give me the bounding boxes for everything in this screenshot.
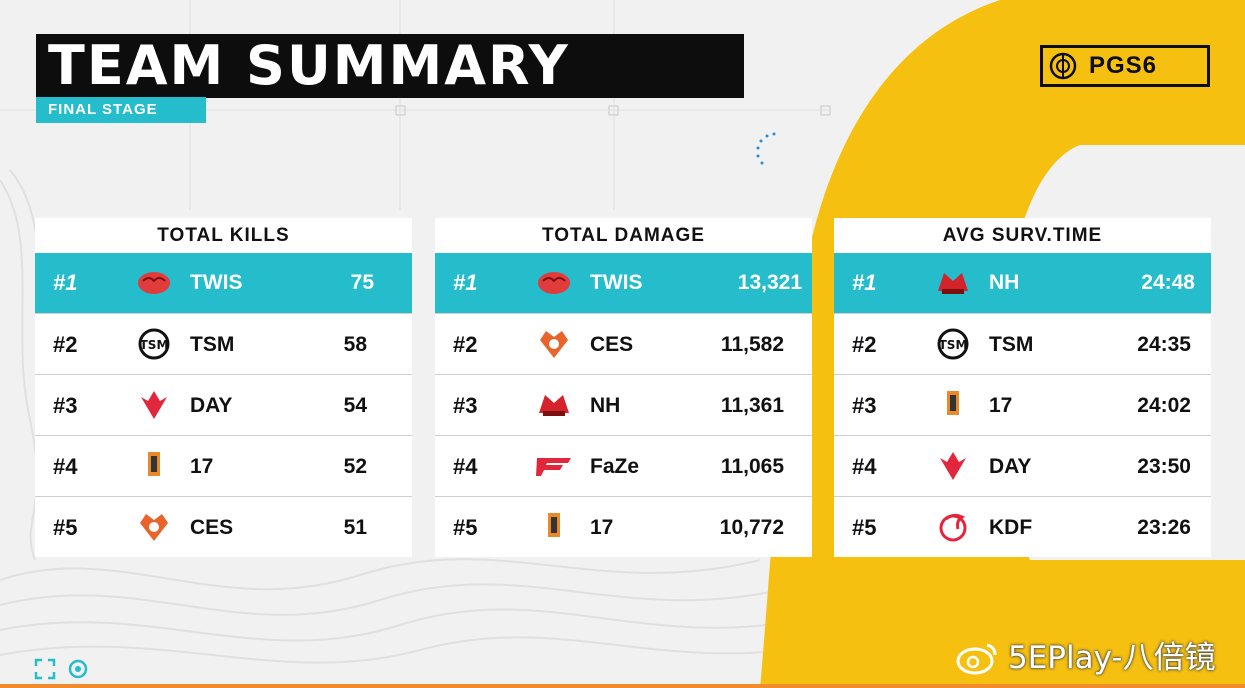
panel-title: TOTAL KILLS [35, 218, 412, 253]
table-row: #5 17 10,772 [435, 496, 812, 557]
day-logo-icon [141, 391, 167, 419]
team-name: TWIS [590, 271, 643, 294]
svg-text:TSM: TSM [939, 338, 968, 352]
rank: #4 [852, 454, 877, 479]
table-row: #5 CES 51 [35, 496, 412, 557]
bottom-accent-bar [0, 684, 1245, 688]
twis-brain-logo-icon [138, 272, 170, 294]
nh-logo-icon [539, 395, 569, 416]
day-logo-icon [940, 452, 966, 480]
stat-value: 54 [343, 394, 367, 417]
stat-value: 58 [343, 333, 367, 356]
page-title: TEAM SUMMARY [48, 34, 570, 97]
rank: #4 [453, 454, 478, 479]
table-row: #3 DAY 54 [35, 374, 412, 435]
fullscreen-icon[interactable] [34, 658, 90, 680]
total-kills-panel: TOTAL KILLS #1 TWIS 75 #2 TSM TSM 58 #3 … [35, 218, 412, 557]
rank: #1 [453, 270, 478, 295]
kdf-logo-icon [939, 513, 967, 542]
rank: #3 [53, 393, 78, 418]
rank: #2 [453, 332, 478, 357]
17-gaming-logo-icon [548, 513, 560, 537]
stat-value: 23:50 [1137, 455, 1191, 478]
avg-surv-time-panel: AVG SURV.TIME #1 NH 24:48 #2 TSM TSM 24:… [834, 218, 1211, 557]
nh-logo-icon [938, 273, 968, 294]
stat-value: 11,361 [720, 394, 784, 417]
table-row: #1 NH 24:48 [834, 253, 1211, 313]
team-name: NH [590, 394, 621, 417]
table-row: #1 TWIS 75 [35, 253, 412, 313]
table-row: #1 TWIS 13,321 [435, 253, 812, 313]
stat-value: 24:02 [1137, 394, 1191, 417]
table-row: #2 CES 11,582 [435, 313, 812, 374]
stat-value: 24:48 [1141, 271, 1195, 294]
table-row: #3 17 24:02 [834, 374, 1211, 435]
table-row: #2 TSM TSM 24:35 [834, 313, 1211, 374]
rank: #1 [53, 270, 78, 295]
17-gaming-logo-icon [947, 391, 959, 415]
rank: #3 [453, 393, 478, 418]
table-row: #4 DAY 23:50 [834, 435, 1211, 496]
tsm-logo-icon: TSM [937, 328, 969, 360]
team-name: 17 [590, 516, 614, 539]
rank: #1 [852, 270, 877, 295]
table-row: #3 NH 11,361 [435, 374, 812, 435]
stat-value: 75 [350, 271, 374, 294]
team-name: 17 [989, 394, 1013, 417]
weibo-icon [956, 643, 997, 675]
team-name: TSM [989, 333, 1034, 356]
team-name: CES [190, 516, 234, 539]
stat-value: 13,321 [737, 271, 802, 294]
team-name: TSM [190, 333, 235, 356]
rank: #2 [53, 332, 78, 357]
team-name: DAY [190, 394, 233, 417]
total-damage-panel: TOTAL DAMAGE #1 TWIS 13,321 #2 CES 11,58… [435, 218, 812, 557]
table-row: #5 KDF 23:26 [834, 496, 1211, 557]
rank: #5 [852, 515, 877, 540]
table-row: #4 17 52 [35, 435, 412, 496]
pgs-emblem-icon [1049, 52, 1077, 80]
panel-title: AVG SURV.TIME [834, 218, 1211, 253]
watermark-text: 5EPlay-八倍镜 [1008, 640, 1216, 676]
stat-value: 11,065 [720, 455, 784, 478]
table-row: #4 FaZe 11,065 [435, 435, 812, 496]
stat-value: 23:26 [1137, 516, 1191, 539]
team-name: 17 [190, 455, 214, 478]
title-banner [36, 34, 744, 98]
17-gaming-logo-icon [148, 452, 160, 476]
team-name: FaZe [590, 455, 640, 478]
stat-value: 11,582 [720, 333, 784, 356]
stat-value: 24:35 [1137, 333, 1191, 356]
stat-value: 51 [343, 516, 367, 539]
stat-value: 52 [343, 455, 367, 478]
table-row: #2 TSM TSM 58 [35, 313, 412, 374]
team-name: DAY [989, 455, 1032, 478]
panel-title: TOTAL DAMAGE [435, 218, 812, 253]
team-name: CES [590, 333, 634, 356]
rank: #5 [453, 515, 478, 540]
ces-logo-icon [140, 514, 168, 541]
svg-text:TSM: TSM [140, 338, 169, 352]
tsm-logo-icon: TSM [138, 328, 170, 360]
stat-value: 10,772 [719, 516, 784, 539]
rank: #3 [852, 393, 877, 418]
team-name: TWIS [190, 271, 243, 294]
team-name: NH [989, 271, 1020, 294]
rank: #2 [852, 332, 877, 357]
ces-logo-icon [540, 331, 568, 358]
twis-brain-logo-icon [538, 272, 570, 294]
stage-badge: FINAL STAGE [36, 97, 206, 123]
loading-dots-icon [756, 132, 776, 165]
event-logo-text: PGS6 [1089, 52, 1158, 79]
team-name: KDF [989, 516, 1033, 539]
rank: #5 [53, 515, 78, 540]
event-logo: PGS6 [1040, 45, 1210, 87]
faze-logo-icon [536, 458, 571, 476]
rank: #4 [53, 454, 78, 479]
